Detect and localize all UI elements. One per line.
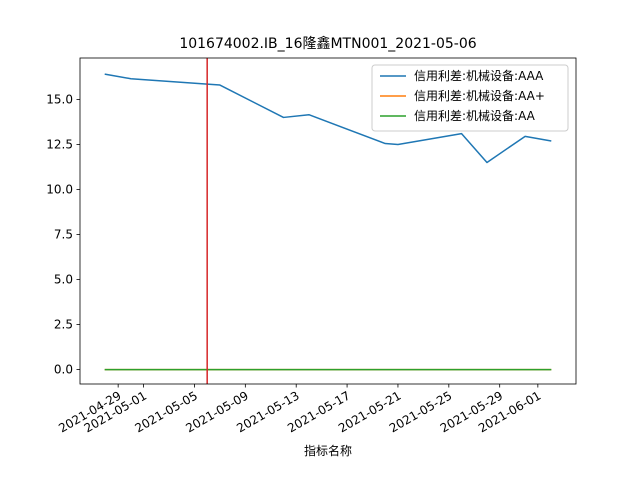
y-tick-label: 12.5 — [46, 137, 73, 151]
legend-box — [371, 64, 569, 132]
plot-area — [79, 57, 577, 385]
chart-title: 101674002.IB_16隆鑫MTN001_2021-05-06 — [179, 35, 476, 52]
y-tick-label: 15.0 — [46, 92, 73, 106]
y-axis-ticks: 0.0 2.5 5.0 7.5 10.0 12.5 15.0 — [46, 92, 80, 377]
series-line-1 — [104, 73, 552, 164]
legend: 信用利差:机械设备:AAA 信用利差:机械设备:AA+ 信用利差:机械设备:AA — [371, 64, 569, 132]
y-tick-label: 10.0 — [46, 182, 73, 196]
legend-label-2: 信用利差:机械设备:AA+ — [414, 88, 545, 103]
y-tick-label: 5.0 — [54, 273, 73, 287]
legend-label-3: 信用利差:机械设备:AA — [414, 108, 536, 123]
y-tick-label: 0.0 — [54, 363, 73, 377]
axes-frame — [79, 57, 577, 385]
y-tick-label: 7.5 — [54, 228, 73, 242]
series-layer — [104, 73, 552, 371]
x-axis-label: 指标名称 — [304, 443, 352, 458]
legend-label-1: 信用利差:机械设备:AAA — [414, 68, 544, 83]
y-tick-label: 2.5 — [54, 318, 73, 332]
